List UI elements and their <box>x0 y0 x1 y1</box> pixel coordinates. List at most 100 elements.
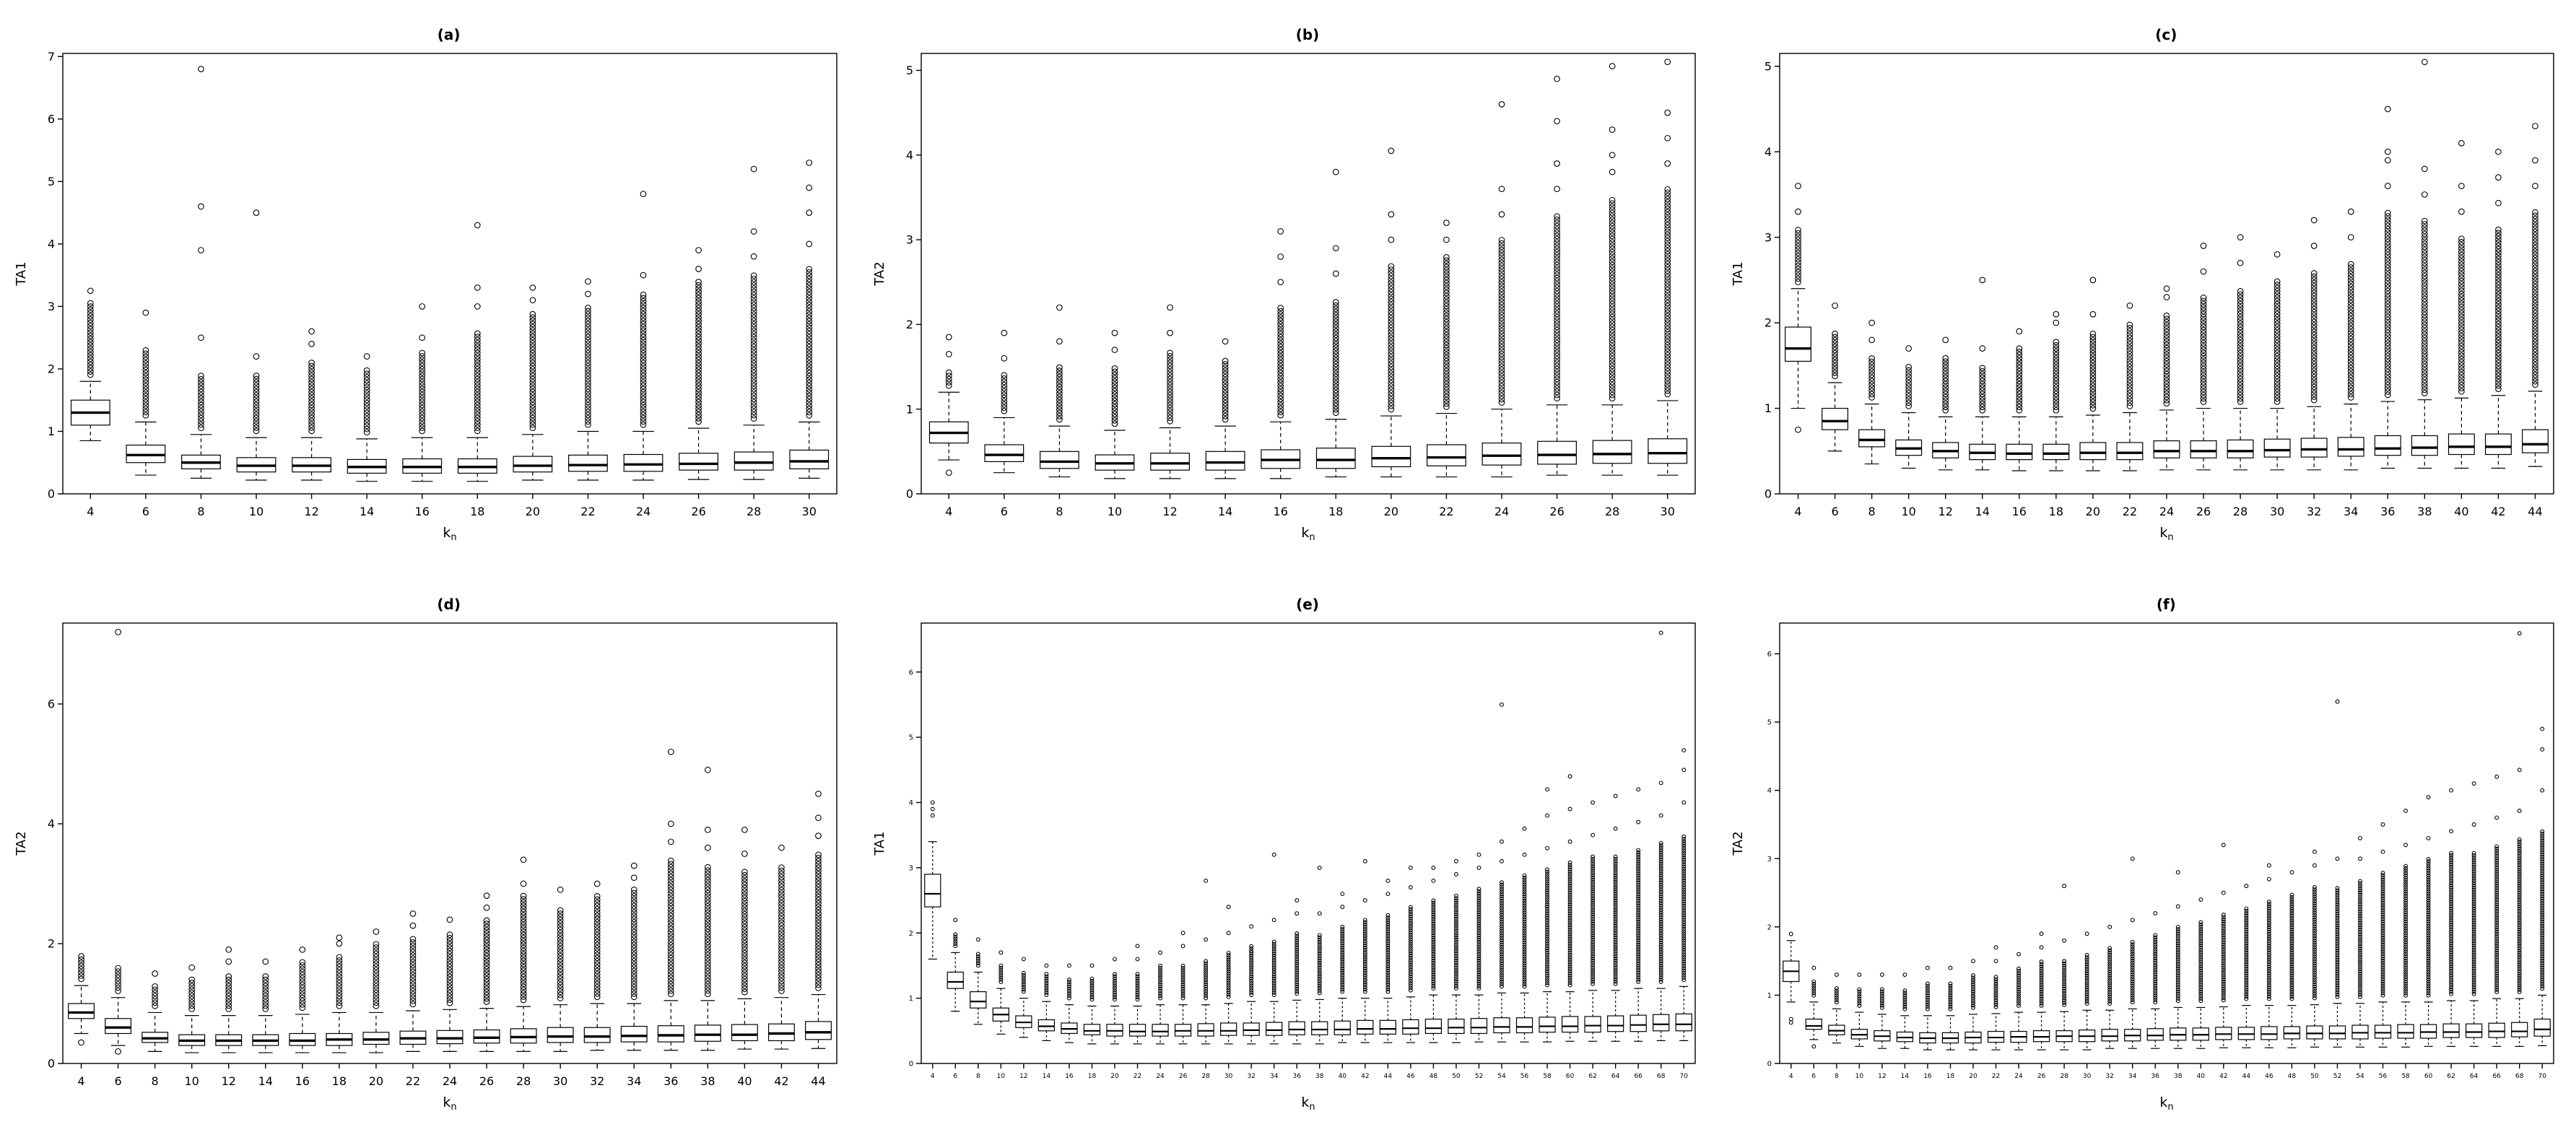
svg-text:18: 18 <box>2049 505 2063 518</box>
outliers <box>975 937 980 968</box>
outliers <box>1880 973 1885 1010</box>
svg-text:6: 6 <box>47 697 54 711</box>
svg-text:1: 1 <box>906 402 913 416</box>
box-group <box>2397 809 2415 1048</box>
box-group <box>67 953 95 1046</box>
outliers <box>593 880 601 1001</box>
svg-text:36: 36 <box>2380 505 2395 518</box>
svg-text:20: 20 <box>1970 1073 1978 1080</box>
plot-frame <box>1779 622 2555 1064</box>
outliers <box>151 970 158 1009</box>
svg-text:1: 1 <box>1767 992 1772 1000</box>
outliers <box>2311 217 2318 404</box>
outliers <box>2237 234 2244 405</box>
boxplot-panel-a: (a) 0 1 2 3 4 5 6 7 TA1 4 6 8 10 12 14 16 18 20 22 24 26 28 30… <box>0 0 858 570</box>
outliers <box>2016 952 2022 1009</box>
box-group <box>510 856 537 1053</box>
svg-text:24: 24 <box>1156 1073 1165 1080</box>
outliers <box>197 66 204 431</box>
svg-text:6: 6 <box>1767 651 1772 658</box>
box-group <box>1152 950 1169 1045</box>
outliers <box>1294 898 1300 996</box>
box-group <box>1858 319 1886 464</box>
box-group <box>1675 748 1692 1042</box>
outliers <box>299 947 305 1011</box>
outliers <box>584 278 591 428</box>
box-group <box>623 191 663 481</box>
outliers <box>1271 853 1276 998</box>
outliers <box>1554 75 1560 401</box>
box-group <box>1371 147 1411 477</box>
outliers <box>1021 957 1026 994</box>
outliers <box>2222 843 2227 1003</box>
svg-text:64: 64 <box>2470 1073 2479 1080</box>
x-axis: 4 6 8 10 12 14 16 18 20 22 24 26 28 30 32 34 36 38 40 42 44 4… <box>1789 1063 2547 1080</box>
svg-text:5: 5 <box>906 64 913 77</box>
box-group <box>126 309 165 476</box>
svg-text:58: 58 <box>2402 1073 2411 1080</box>
boxplot-panel-b: (b) 0 1 2 3 4 5 TA2 4 6 8 10 12 14 16 18 20 22 24 26 28 30 kn <box>858 0 1717 570</box>
svg-text:14: 14 <box>1043 1073 1051 1080</box>
outliers <box>1362 859 1367 994</box>
svg-text:8: 8 <box>151 1074 158 1088</box>
outliers <box>1979 277 1986 414</box>
outliers <box>1332 168 1339 416</box>
svg-text:0: 0 <box>1767 1061 1772 1069</box>
outliers <box>1226 905 1231 999</box>
outliers <box>142 309 149 419</box>
box-group <box>2375 822 2392 1048</box>
svg-text:26: 26 <box>691 505 705 518</box>
outliers <box>2518 631 2522 995</box>
outliers <box>1158 950 1162 1001</box>
box-group <box>2284 870 2301 1049</box>
svg-text:26: 26 <box>1179 1073 1188 1080</box>
outliers <box>1476 853 1481 991</box>
box-group <box>1311 866 1328 1045</box>
svg-text:44: 44 <box>2528 505 2543 518</box>
outliers <box>778 845 785 995</box>
outliers <box>1868 319 1876 401</box>
svg-text:28: 28 <box>1201 1073 1210 1080</box>
outliers <box>262 958 269 1013</box>
outliers <box>1902 973 1907 1011</box>
svg-text:70: 70 <box>2538 1073 2547 1080</box>
x-axis-label: kn <box>2160 525 2174 543</box>
svg-text:14: 14 <box>360 505 374 518</box>
box-group <box>2215 843 2232 1049</box>
outliers <box>529 284 536 431</box>
box-group <box>1470 853 1488 1043</box>
outliers <box>2198 897 2203 1004</box>
svg-text:16: 16 <box>414 505 429 518</box>
box-group <box>1197 879 1214 1045</box>
svg-text:6: 6 <box>1812 1073 1816 1080</box>
svg-text:18: 18 <box>1946 1073 1955 1080</box>
svg-text:4: 4 <box>945 505 952 518</box>
outliers <box>188 965 195 1013</box>
box-group <box>70 287 110 441</box>
y-axis: 0 1 2 3 4 5 <box>906 64 921 500</box>
outliers <box>2053 310 2060 414</box>
svg-text:46: 46 <box>2265 1073 2273 1080</box>
outliers <box>1066 963 1071 1001</box>
svg-text:2: 2 <box>909 930 913 938</box>
outliers <box>1453 859 1458 991</box>
box-group <box>180 66 221 479</box>
box-group <box>2442 788 2460 1048</box>
outliers <box>1942 336 1949 414</box>
svg-text:42: 42 <box>2219 1073 2227 1080</box>
svg-text:3: 3 <box>1765 230 1772 244</box>
svg-text:38: 38 <box>700 1074 715 1088</box>
svg-text:3: 3 <box>1767 856 1772 863</box>
svg-text:40: 40 <box>2455 505 2469 518</box>
outliers <box>1567 774 1572 988</box>
outliers <box>2540 726 2545 991</box>
svg-text:0: 0 <box>1765 487 1772 500</box>
outliers <box>2494 775 2499 995</box>
x-axis-label: kn <box>2160 1095 2174 1113</box>
svg-text:60: 60 <box>2424 1073 2433 1080</box>
box-group <box>678 246 718 480</box>
box-group <box>1805 965 1823 1049</box>
svg-text:18: 18 <box>331 1074 346 1088</box>
box-group <box>1895 345 1923 469</box>
svg-text:22: 22 <box>1439 505 1453 518</box>
